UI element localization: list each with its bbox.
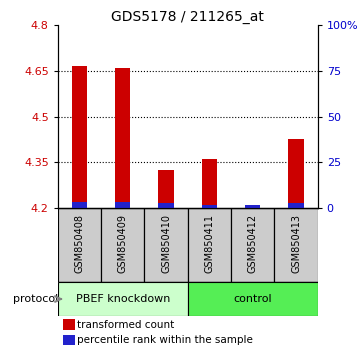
Bar [288, 204, 304, 208]
FancyBboxPatch shape [101, 208, 144, 282]
Bar [202, 205, 217, 208]
FancyBboxPatch shape [144, 208, 188, 282]
Text: GSM850409: GSM850409 [118, 214, 128, 273]
FancyBboxPatch shape [188, 282, 318, 316]
Text: GSM850412: GSM850412 [248, 214, 258, 273]
Bar [158, 204, 174, 208]
Bar [63, 335, 75, 346]
FancyBboxPatch shape [274, 208, 318, 282]
Bar [245, 205, 260, 208]
Bar [115, 201, 130, 208]
Text: GSM850411: GSM850411 [204, 214, 214, 273]
Title: GDS5178 / 211265_at: GDS5178 / 211265_at [111, 10, 264, 24]
Bar [288, 139, 304, 208]
Text: GSM850408: GSM850408 [74, 214, 84, 273]
Bar [245, 205, 260, 208]
Text: GSM850410: GSM850410 [161, 214, 171, 273]
Bar [158, 170, 174, 208]
Text: transformed count: transformed count [77, 320, 174, 330]
Bar [63, 319, 75, 330]
Text: protocol: protocol [13, 294, 58, 304]
Text: PBEF knockdown: PBEF knockdown [75, 294, 170, 304]
FancyBboxPatch shape [58, 208, 101, 282]
FancyBboxPatch shape [231, 208, 274, 282]
Text: percentile rank within the sample: percentile rank within the sample [77, 335, 253, 345]
Text: GSM850413: GSM850413 [291, 214, 301, 273]
Bar [72, 201, 87, 208]
Bar [72, 66, 87, 208]
FancyBboxPatch shape [188, 208, 231, 282]
Text: control: control [234, 294, 272, 304]
Bar [202, 159, 217, 208]
Bar [115, 68, 130, 208]
FancyBboxPatch shape [58, 282, 188, 316]
